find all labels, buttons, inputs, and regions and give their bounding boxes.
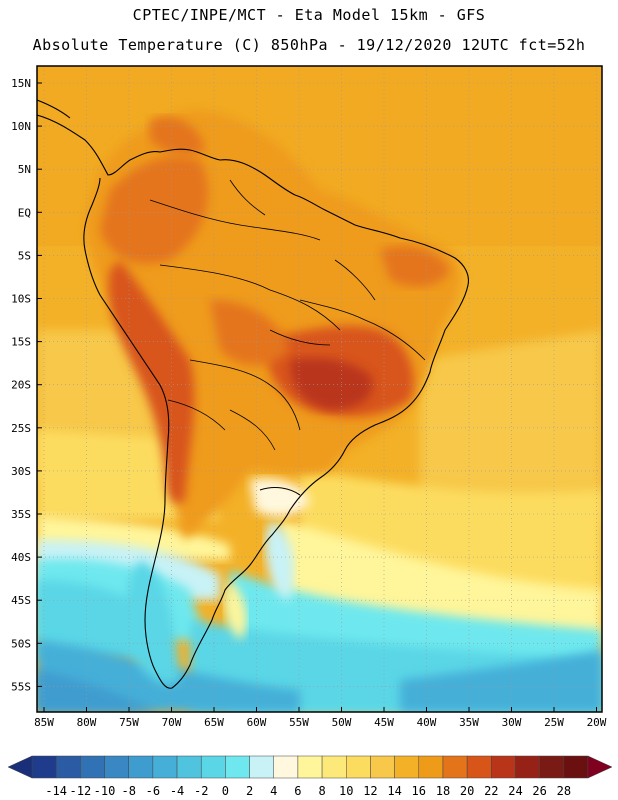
colorbar-swatch: [200, 755, 226, 779]
colorbar-tick-label: 16: [412, 784, 426, 798]
colorbar-swatch: [418, 755, 444, 779]
chart-subtitle: Absolute Temperature (C) 850hPa - 19/12/…: [32, 36, 586, 54]
coastline: [37, 99, 469, 689]
lat-label-20s: 20S: [11, 379, 31, 392]
colorbar-tick-label: -12: [70, 784, 92, 798]
lat-label-5n: 5N: [18, 163, 31, 176]
colorbar-swatch: [442, 755, 468, 779]
colorbar-swatch: [55, 755, 81, 779]
lon-label-85w: 85W: [34, 716, 54, 729]
lon-label-45w: 45W: [374, 716, 394, 729]
lon-label-25w: 25W: [544, 716, 564, 729]
colorbar-swatch: [297, 755, 323, 779]
lon-label-35w: 35W: [459, 716, 479, 729]
colorbar-swatch: [539, 755, 565, 779]
colorbar-tick-label: -8: [121, 784, 135, 798]
lat-label-40s: 40S: [11, 551, 31, 564]
lon-label-65w: 65W: [204, 716, 224, 729]
colorbar-swatch: [273, 755, 299, 779]
colorbar-tick-label: -10: [94, 784, 116, 798]
colorbar-swatch: [31, 755, 57, 779]
lat-label-eq: EQ: [18, 206, 31, 219]
colorbar-swatch: [370, 755, 395, 779]
colorbar: -14 -12 -10 -8 -6 -4 -2 0 2 4 6 8 10 12 14 16 18 20 22 24 26…: [7, 755, 613, 798]
lon-label-40w: 40W: [417, 716, 437, 729]
colorbar-tick-label: 22: [484, 784, 498, 798]
colorbar-tick-label: 4: [270, 784, 277, 798]
lat-label-55s: 55S: [11, 680, 31, 693]
map-frame: [36, 65, 603, 713]
longitude-labels: 85W 80W 75W 70W 65W 60W 55W 50W 45W 40W 35W 30W 25W 2…: [34, 707, 607, 729]
colorbar-swatch: [249, 755, 274, 779]
colorbar-swatch: [346, 755, 371, 779]
lon-label-30w: 30W: [502, 716, 522, 729]
lat-label-25s: 25S: [11, 422, 31, 435]
lat-label-45s: 45S: [11, 594, 31, 607]
colorbar-tick-label: -4: [170, 784, 184, 798]
colorbar-min-arrow: [7, 755, 33, 779]
lat-label-15s: 15S: [11, 336, 31, 349]
colorbar-tick-label: 6: [294, 784, 301, 798]
colorbar-swatch: [515, 755, 540, 779]
lon-label-70w: 70W: [162, 716, 182, 729]
colorbar-tick-label: 20: [460, 784, 474, 798]
colorbar-tick-label: 14: [387, 784, 401, 798]
colorbar-tick-label: 26: [532, 784, 546, 798]
colorbar-swatch: [128, 755, 154, 779]
colorbar-swatch: [321, 755, 347, 779]
latitude-labels: 15N 10N 5N EQ 5S 10S 15S 20S 25S 30S 35S 40S 45S 50S 5…: [11, 77, 42, 693]
colorbar-swatch: [491, 755, 516, 779]
lat-label-10n: 10N: [11, 120, 31, 133]
lon-label-55w: 55W: [289, 716, 309, 729]
colorbar-swatch: [80, 755, 105, 779]
colorbar-swatch: [176, 755, 202, 779]
colorbar-tick-label: -14: [45, 784, 67, 798]
lat-label-10s: 10S: [11, 293, 31, 306]
colorbar-tick-label: -6: [146, 784, 160, 798]
colorbar-tick-label: 10: [339, 784, 353, 798]
colorbar-swatch: [152, 755, 178, 779]
lon-label-60w: 60W: [247, 716, 267, 729]
country-borders: [149, 179, 426, 451]
lon-label-75w: 75W: [119, 716, 139, 729]
colorbar-tick-label: -2: [194, 784, 208, 798]
colorbar-tick-label: 0: [222, 784, 229, 798]
colorbar-tick-label: 18: [436, 784, 450, 798]
colorbar-tick-label: 24: [508, 784, 522, 798]
lat-label-30s: 30S: [11, 465, 31, 478]
lat-label-50s: 50S: [11, 637, 31, 650]
lat-label-35s: 35S: [11, 508, 31, 521]
colorbar-max-arrow: [587, 755, 613, 779]
colorbar-swatch: [394, 755, 420, 779]
colorbar-swatch: [466, 755, 492, 779]
lon-label-80w: 80W: [77, 716, 97, 729]
colorbar-swatch: [104, 755, 129, 779]
colorbar-tick-label: 12: [363, 784, 377, 798]
lat-label-15n: 15N: [11, 77, 31, 90]
lon-label-20w: 20W: [587, 716, 607, 729]
colorbar-tick-label: 28: [557, 784, 571, 798]
temperature-field: [37, 66, 602, 712]
colorbar-swatch: [563, 755, 589, 779]
colorbar-tick-label: 8: [318, 784, 325, 798]
lat-label-5s: 5S: [18, 249, 31, 262]
colorbar-swatch: [225, 755, 250, 779]
chart-title: CPTEC/INPE/MCT - Eta Model 15km - GFS: [132, 6, 486, 24]
colorbar-tick-label: 2: [246, 784, 253, 798]
lon-label-50w: 50W: [332, 716, 352, 729]
